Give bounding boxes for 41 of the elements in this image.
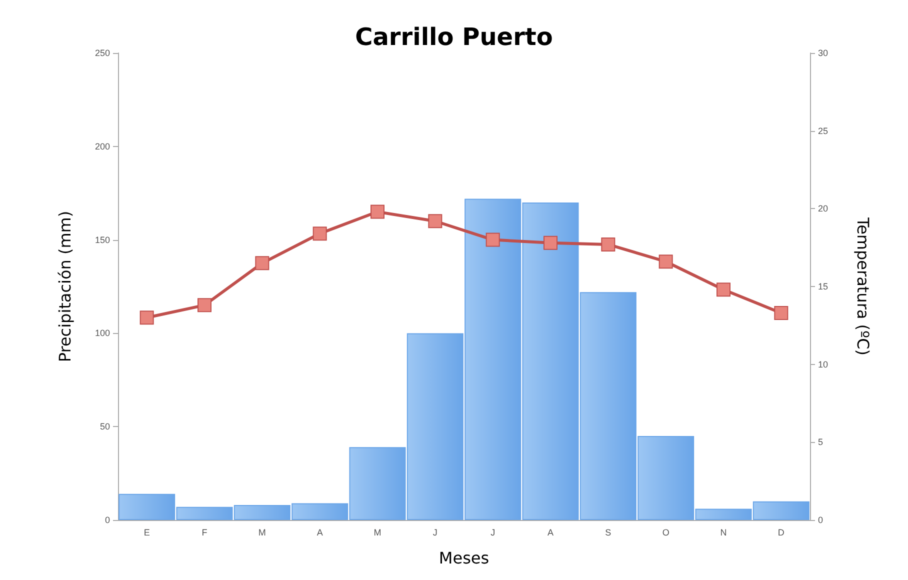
point <box>428 214 442 228</box>
y-tick-label: 50 <box>100 422 110 432</box>
point <box>544 236 558 250</box>
point <box>198 298 212 312</box>
x-tick-label: O <box>662 528 670 538</box>
x-tick-label: A <box>316 528 323 538</box>
x-tick-label: M <box>258 528 266 538</box>
point <box>140 310 154 325</box>
x-tick-label: E <box>144 528 150 538</box>
x-tick-label: J <box>490 528 496 538</box>
x-tick-label: D <box>778 528 785 538</box>
y2-tick-label: 30 <box>818 48 828 58</box>
x-tick-label: N <box>720 528 727 538</box>
y2-tick-label: 10 <box>818 359 828 370</box>
y-tick-label: 100 <box>94 328 110 338</box>
point <box>601 237 616 252</box>
x-tick-label: M <box>374 528 382 538</box>
x-tick-label: F <box>202 528 208 538</box>
y2-tick-label: 5 <box>818 437 824 448</box>
y2-tick-label: 20 <box>818 204 828 214</box>
y2-tick-label: 25 <box>818 126 828 136</box>
point <box>486 232 500 247</box>
point <box>658 254 673 269</box>
point <box>774 306 788 320</box>
x-tick-label: A <box>547 528 554 538</box>
x-tick-label: J <box>432 528 438 538</box>
y-axis-title: Precipitación (mm) <box>56 210 74 362</box>
y2-axis-title: Temperatura (ºC) <box>854 216 872 356</box>
y-tick-label: 0 <box>104 515 110 525</box>
point <box>255 256 270 270</box>
y-tick-label: 200 <box>94 141 110 152</box>
y2-tick-label: 15 <box>818 282 828 292</box>
point <box>716 282 730 297</box>
x-tick-label: S <box>605 528 612 538</box>
point <box>370 204 384 219</box>
x-axis-title: Meses <box>438 548 490 568</box>
y-tick-label: 150 <box>94 234 110 245</box>
chart-title: Carrillo Puerto <box>355 23 553 51</box>
point <box>312 226 327 241</box>
y-tick-label: 250 <box>94 48 110 58</box>
y2-tick-label: 0 <box>818 515 824 525</box>
